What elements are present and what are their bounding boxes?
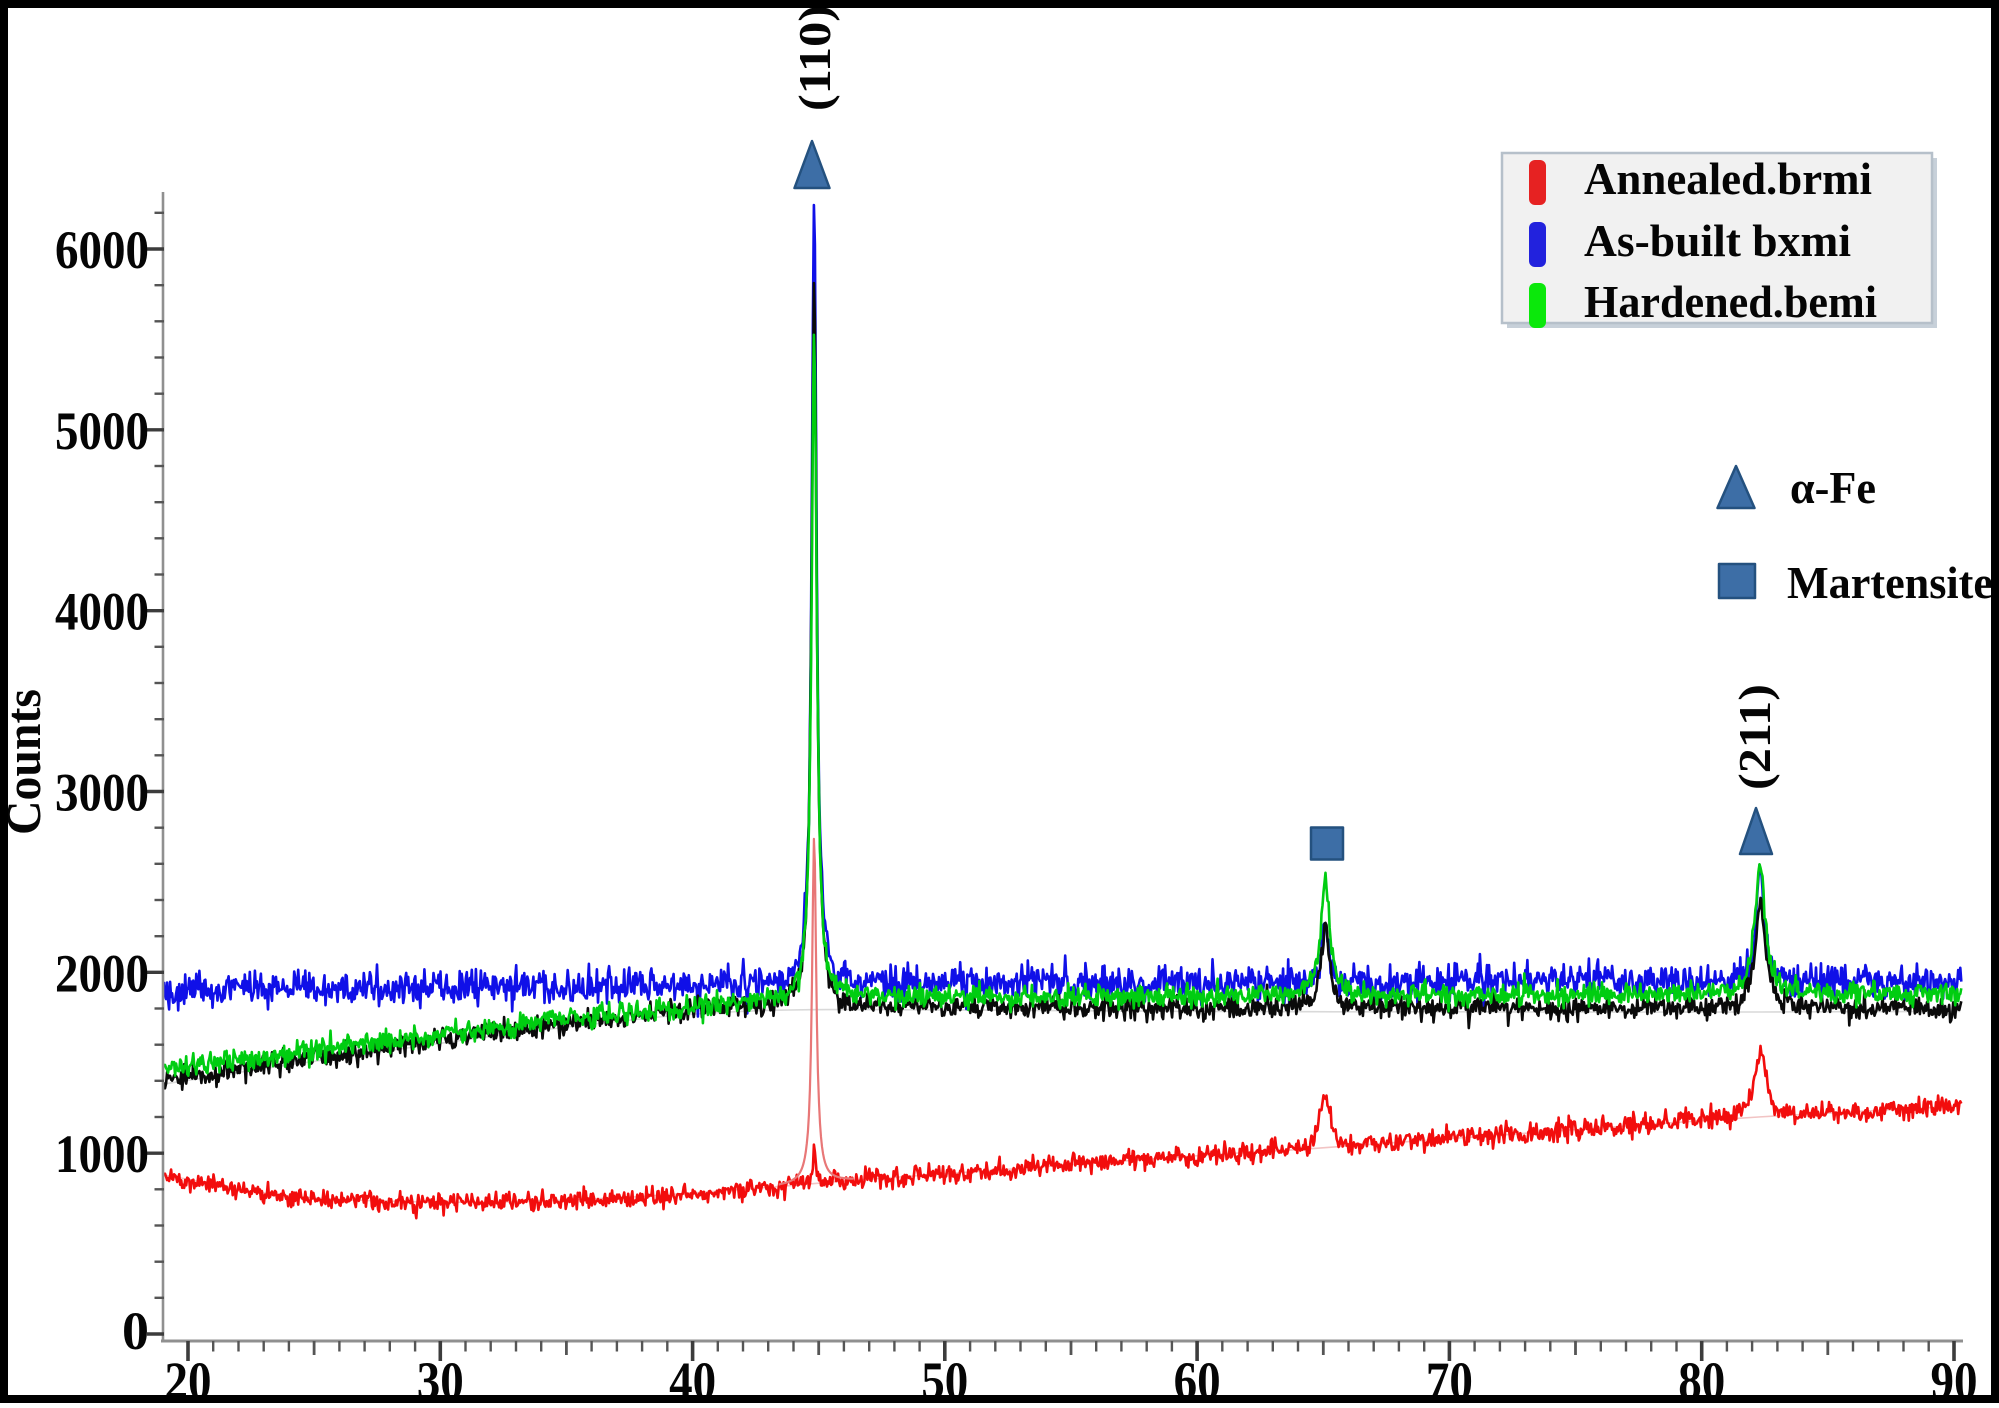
svg-text:Counts: Counts xyxy=(0,689,51,835)
svg-text:5000: 5000 xyxy=(55,401,149,461)
svg-text:1000: 1000 xyxy=(55,1124,149,1184)
svg-text:3000: 3000 xyxy=(55,763,149,823)
svg-text:4000: 4000 xyxy=(55,582,149,642)
svg-text:Annealed.brmi: Annealed.brmi xyxy=(1584,153,1872,204)
svg-text:(211): (211) xyxy=(1729,684,1780,790)
svg-text:As-built bxmi: As-built bxmi xyxy=(1584,215,1851,266)
svg-text:0: 0 xyxy=(122,1301,149,1361)
svg-text:2000: 2000 xyxy=(55,943,149,1003)
svg-text:Hardened.bemi: Hardened.bemi xyxy=(1584,276,1877,327)
svg-text:(110): (110) xyxy=(789,5,840,111)
svg-text:α-Fe: α-Fe xyxy=(1790,462,1876,513)
svg-text:Martensite: Martensite xyxy=(1787,557,1993,608)
svg-text:6000: 6000 xyxy=(55,220,149,280)
